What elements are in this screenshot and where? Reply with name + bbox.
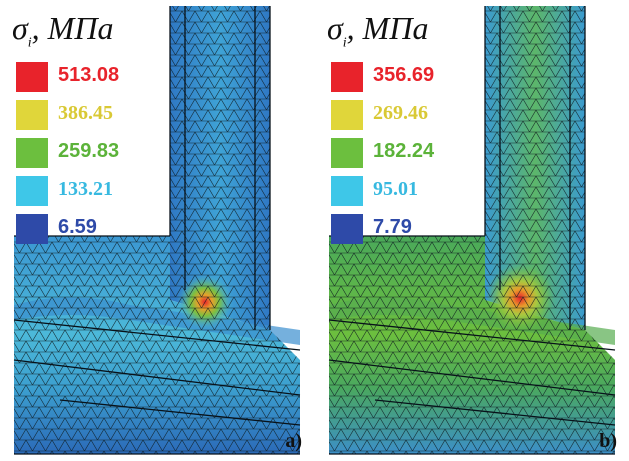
legend-value: 259.83: [58, 140, 120, 162]
legend-swatch: [16, 176, 48, 206]
legend-value: 6.59: [58, 216, 97, 238]
legend-value: 7.79: [373, 216, 412, 238]
legend-swatch: [331, 214, 363, 244]
legend-swatch: [331, 176, 363, 206]
panel-b: σi, МПа 356.69 269.46 182.24 95.01 7.79 b): [315, 0, 629, 461]
legend-swatch: [16, 138, 48, 168]
panel-label: b): [599, 430, 617, 452]
panel-label: a): [285, 430, 302, 452]
legend-value: 386.45: [58, 102, 113, 124]
legend-swatch: [331, 62, 363, 92]
legend-swatch: [16, 100, 48, 130]
panel-a: σi, МПа 513.08 386.45 259.83 133.21 6.59 a): [0, 0, 314, 461]
legend-value: 95.01: [373, 178, 418, 200]
legend-swatch: [16, 62, 48, 92]
fem-model-a: [13, 6, 301, 455]
legend-swatch: [331, 138, 363, 168]
legend-value: 182.24: [373, 140, 435, 162]
fem-model-b: [328, 6, 616, 455]
legend-value: 513.08: [58, 64, 120, 86]
legend-title: σi, МПа: [12, 10, 114, 51]
legend-title: σi, МПа: [327, 10, 429, 51]
legend-value: 356.69: [373, 64, 435, 86]
legend-value: 133.21: [58, 178, 113, 200]
legend-swatch: [331, 100, 363, 130]
legend-swatch: [16, 214, 48, 244]
legend-value: 269.46: [373, 102, 428, 124]
